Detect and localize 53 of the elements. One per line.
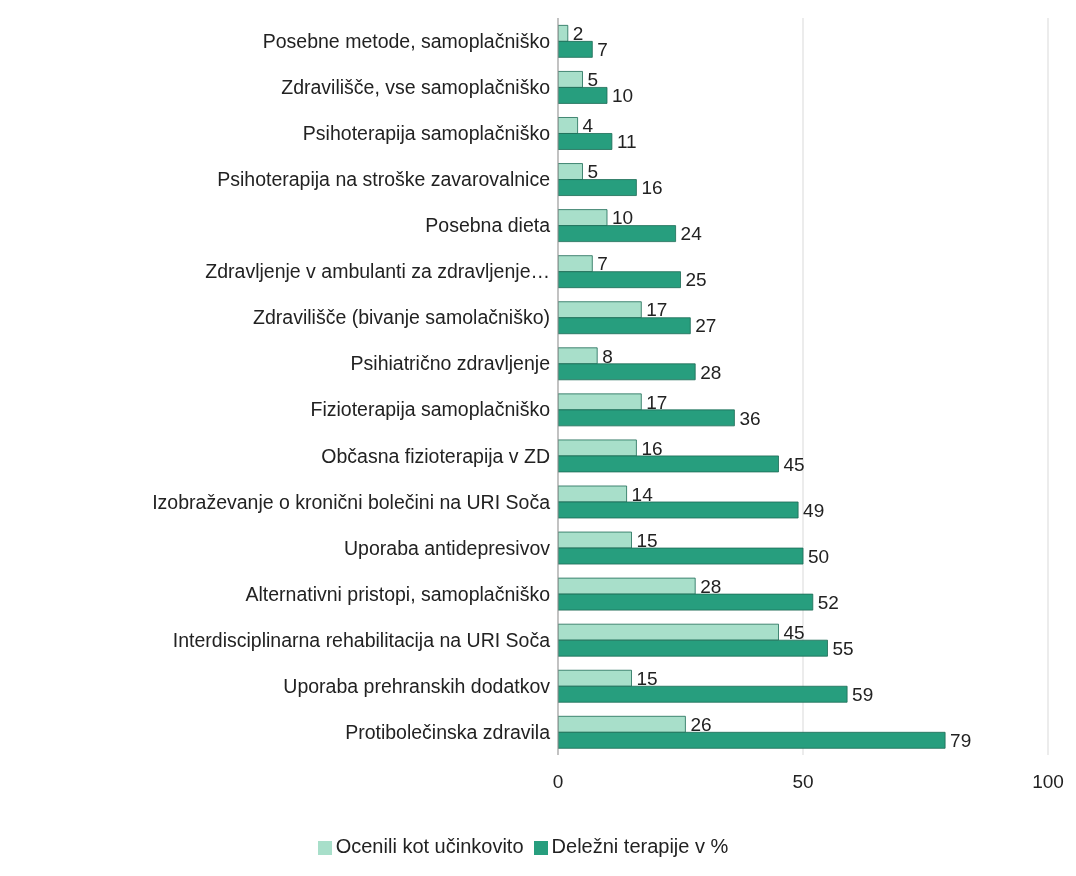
data-label: 15 xyxy=(636,667,658,689)
data-label: 15 xyxy=(636,529,658,551)
data-label: 17 xyxy=(646,299,668,321)
y-tick-label: Interdisciplinarna rehabilitacija na URI Soča xyxy=(172,628,551,651)
data-label: 26 xyxy=(690,714,712,736)
y-tick-label: Zdravilišče (bivanje samolačniško) xyxy=(253,306,550,329)
data-label: 11 xyxy=(616,131,637,153)
data-label: 28 xyxy=(700,575,722,597)
y-tick-label: Zdravljenje v ambulanti za zdravljenje… xyxy=(205,260,550,283)
data-label: 16 xyxy=(641,177,663,199)
data-label: 45 xyxy=(783,621,805,643)
data-label: 4 xyxy=(582,115,594,137)
y-tick-label: Psihiatrično zdravljenje xyxy=(350,352,550,375)
legend-label: Deležni terapije v % xyxy=(551,835,729,857)
data-label: 8 xyxy=(602,345,613,367)
data-label: 52 xyxy=(817,591,839,613)
data-label: 59 xyxy=(852,683,874,705)
x-tick-label: 50 xyxy=(792,771,814,793)
data-label: 45 xyxy=(783,453,805,475)
data-label: 27 xyxy=(695,315,717,337)
data-label: 50 xyxy=(808,545,830,567)
y-tick-label: Posebne metode, samoplačniško xyxy=(262,29,551,52)
y-tick-label: Fizioterapija samoplačniško xyxy=(310,398,551,421)
y-tick-label: Psihoterapija na stroške zavarovalnice xyxy=(217,168,550,191)
y-tick-label: Psihoterapija samoplačniško xyxy=(302,122,551,145)
y-tick-label: Izobraževanje o kronični bolečini na URI Soča xyxy=(152,490,551,513)
data-label: 36 xyxy=(739,407,761,429)
data-label: 49 xyxy=(803,499,825,521)
y-tick-label: Občasna fizioterapija v ZD xyxy=(321,444,550,467)
data-label: 14 xyxy=(631,483,654,505)
x-tick-label: 0 xyxy=(552,771,564,793)
data-label: 24 xyxy=(680,223,703,245)
y-tick-label: Posebna dieta xyxy=(425,214,551,237)
y-tick-label: Alternativni pristopi, samoplačniško xyxy=(245,582,551,605)
data-label: 10 xyxy=(612,85,634,107)
data-label: 25 xyxy=(685,269,707,291)
y-tick-label: Uporaba antidepresivov xyxy=(344,536,551,559)
data-label: 10 xyxy=(612,207,634,229)
data-label: 55 xyxy=(832,637,854,659)
data-label: 7 xyxy=(597,39,608,61)
y-tick-label: Uporaba prehranskih dodatkov xyxy=(283,674,551,697)
legend-label: Ocenili kot učinkovito xyxy=(335,835,524,857)
data-label: 5 xyxy=(587,69,599,91)
data-label: 28 xyxy=(700,361,722,383)
y-tick-label: Zdravilišče, vse samoplačniško xyxy=(281,76,551,99)
data-label: 2 xyxy=(572,23,584,45)
y-tick-label: Protibolečinska zdravila xyxy=(345,720,551,743)
x-tick-label: 100 xyxy=(1032,771,1064,793)
data-label: 16 xyxy=(641,437,663,459)
data-label: 79 xyxy=(950,730,972,752)
data-label: 17 xyxy=(646,391,668,413)
data-label: 5 xyxy=(587,161,599,183)
data-label: 7 xyxy=(597,253,608,275)
